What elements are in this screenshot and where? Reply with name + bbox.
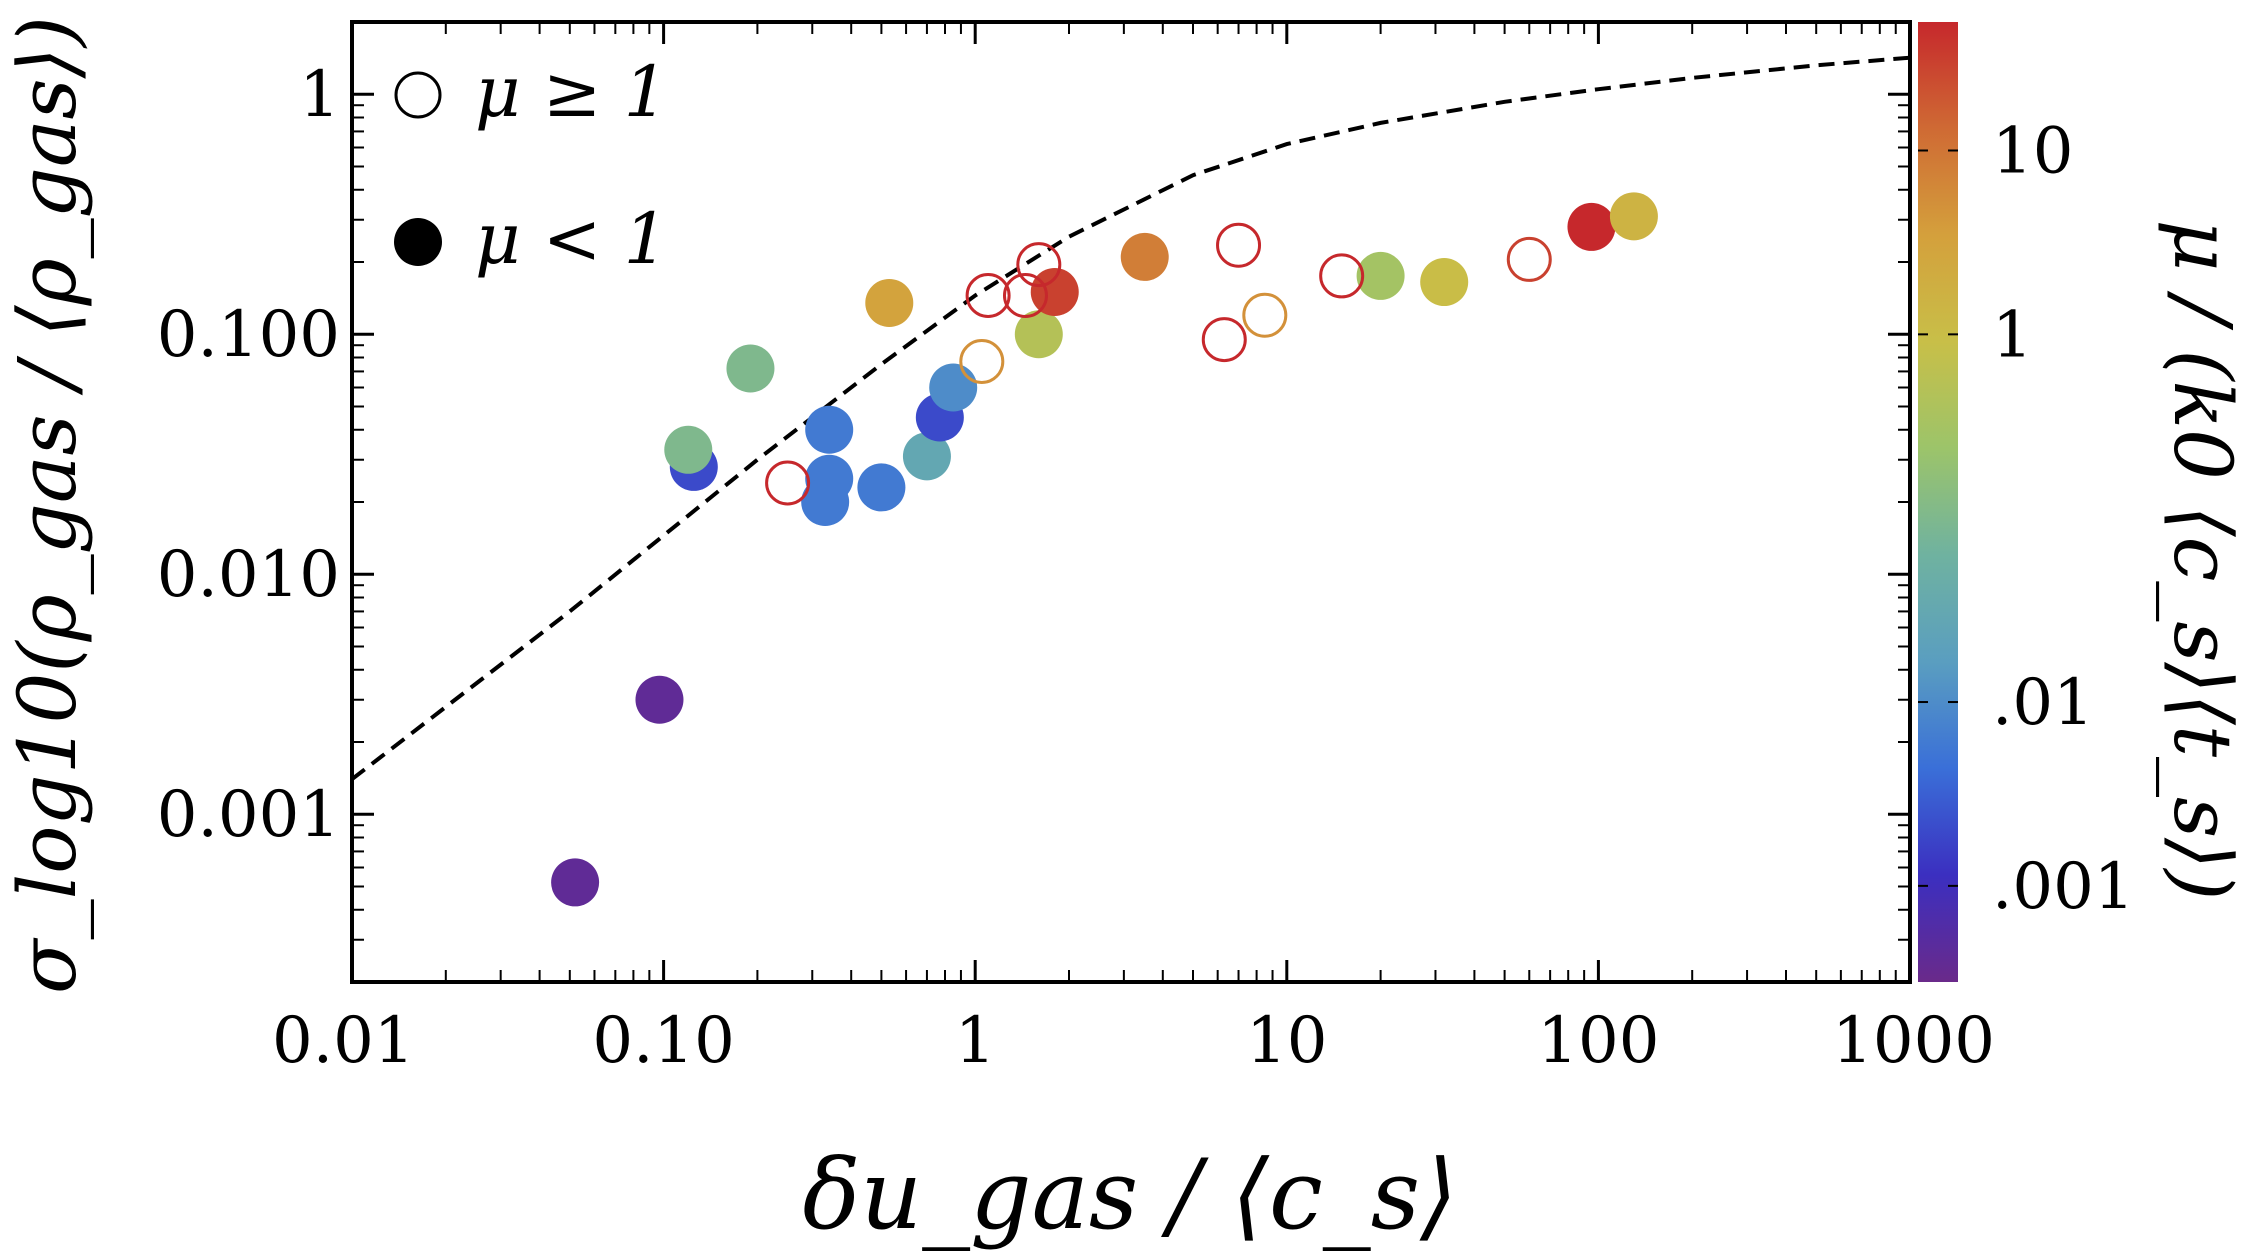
legend-open-circle-marker <box>394 71 442 119</box>
colorbar-tick-label: .001 <box>1992 850 2135 924</box>
data-point-filled <box>1420 258 1469 307</box>
data-point-filled <box>801 478 850 526</box>
data-point-filled <box>1120 232 1169 281</box>
x-tick-label: 0.10 <box>592 1004 735 1078</box>
data-point-open <box>959 338 1005 384</box>
y-tick-label: 0.010 <box>157 538 340 612</box>
x-axis-title: δu_gas / ⟨c_s⟩ <box>803 1139 1458 1251</box>
legend-label-filled: μ < 1 <box>475 198 668 280</box>
legend-label-open: μ ≥ 1 <box>475 51 668 133</box>
data-point-filled <box>726 344 775 393</box>
data-point-filled <box>1609 192 1658 241</box>
data-point-filled <box>664 425 713 474</box>
colorbar-tick-label: .01 <box>1992 666 2094 740</box>
data-point-open <box>965 273 1011 319</box>
data-point-filled <box>1356 251 1405 300</box>
data-point-filled <box>1030 267 1079 316</box>
legend-filled-circle-marker <box>394 218 442 266</box>
data-point-open <box>1319 253 1365 299</box>
data-point-filled <box>902 432 951 481</box>
plot-frame <box>350 20 1912 984</box>
y-tick-label: 0.100 <box>157 298 340 372</box>
data-point-filled <box>635 675 684 724</box>
data-point-open <box>1016 242 1062 288</box>
data-point-filled <box>805 405 854 454</box>
data-point-filled <box>857 463 906 512</box>
data-point-open <box>1242 292 1288 338</box>
data-point-filled <box>929 363 978 412</box>
colorbar <box>1918 22 1958 982</box>
data-point-open <box>1201 317 1247 363</box>
data-point-open <box>1002 273 1048 319</box>
x-tick-label: 1 <box>955 1004 996 1078</box>
colorbar-tick-label: 10 <box>1992 115 2073 189</box>
x-tick-label: 10 <box>1246 1004 1327 1078</box>
data-point-open <box>765 460 811 506</box>
colorbar-title: μ / (k0 ⟨c_s⟩⟨t_s⟩) <box>2156 220 2249 901</box>
model-curve-dashed <box>352 55 1910 781</box>
legend: μ ≥ 1 μ < 1 <box>394 51 668 280</box>
colorbar-tick-label: 1 <box>1992 298 2033 372</box>
x-tick-label: 0.01 <box>272 1004 415 1078</box>
data-point-open <box>1216 222 1262 268</box>
data-point-filled <box>1014 310 1063 359</box>
y-tick-label: 0.001 <box>157 778 340 852</box>
data-point-filled <box>1567 202 1616 251</box>
y-axis-title: σ_log10(ρ_gas / ⟨ρ_gas⟩) <box>1 16 94 994</box>
x-tick-label: 1000 <box>1832 1004 1995 1078</box>
x-tick-label: 100 <box>1537 1004 1659 1078</box>
data-point-open <box>1506 236 1552 282</box>
data-point-filled <box>865 278 914 327</box>
data-point-filled <box>551 858 600 907</box>
y-tick-label: 1 <box>299 58 340 132</box>
